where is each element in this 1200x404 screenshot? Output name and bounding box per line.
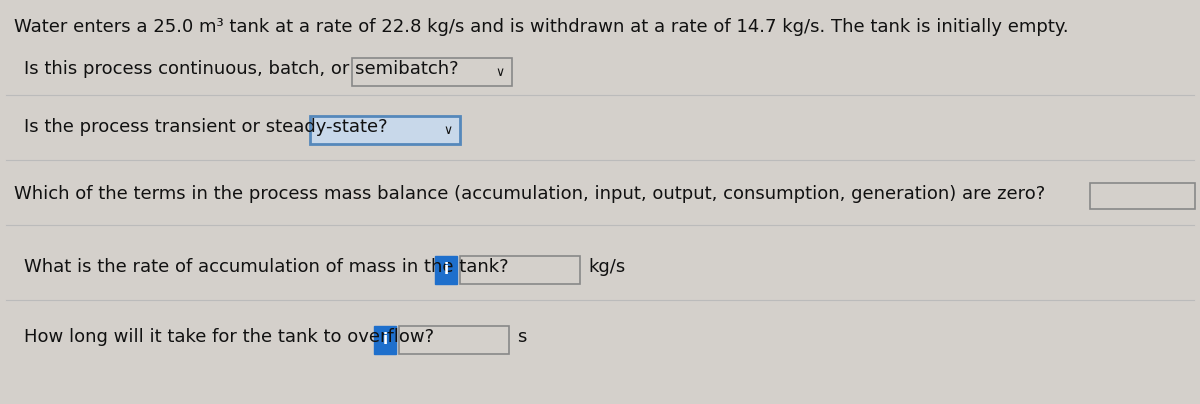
Text: i: i: [383, 332, 388, 347]
Text: Is the process transient or steady-state?: Is the process transient or steady-state…: [24, 118, 388, 136]
Text: Is this process continuous, batch, or semibatch?: Is this process continuous, batch, or se…: [24, 60, 458, 78]
Text: ∨: ∨: [444, 124, 452, 137]
Text: What is the rate of accumulation of mass in the tank?: What is the rate of accumulation of mass…: [24, 258, 509, 276]
FancyBboxPatch shape: [374, 326, 396, 354]
Text: Which of the terms in the process mass balance (accumulation, input, output, con: Which of the terms in the process mass b…: [14, 185, 1045, 203]
FancyBboxPatch shape: [436, 256, 457, 284]
Text: Water enters a 25.0 m³ tank at a rate of 22.8 kg/s and is withdrawn at a rate of: Water enters a 25.0 m³ tank at a rate of…: [14, 18, 1069, 36]
Text: ∨: ∨: [496, 67, 504, 80]
Text: s: s: [517, 328, 527, 346]
Text: How long will it take for the tank to overflow?: How long will it take for the tank to ov…: [24, 328, 434, 346]
FancyBboxPatch shape: [1090, 183, 1195, 209]
FancyBboxPatch shape: [460, 256, 580, 284]
FancyBboxPatch shape: [352, 58, 512, 86]
FancyBboxPatch shape: [310, 116, 460, 144]
Text: kg/s: kg/s: [588, 258, 625, 276]
FancyBboxPatch shape: [398, 326, 509, 354]
Text: i: i: [444, 263, 449, 278]
